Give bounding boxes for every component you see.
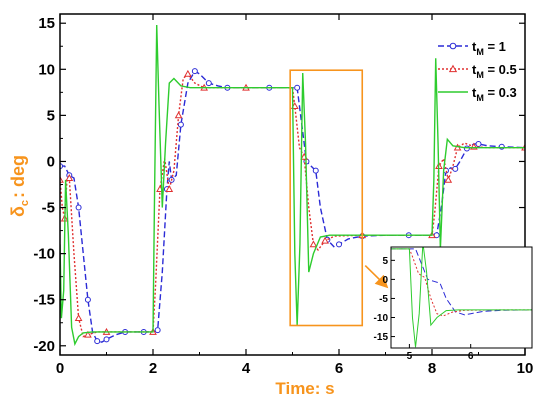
y-axis-title-main: δ — [8, 206, 28, 217]
y-tick-label: 0 — [47, 153, 55, 170]
data-point — [309, 240, 318, 248]
legend-marker — [448, 64, 458, 73]
data-point — [154, 327, 161, 334]
y-axis-title-rest: : deg — [8, 155, 28, 198]
data-point — [84, 330, 92, 338]
svg-text:δc: deg: δc : deg — [8, 155, 31, 217]
data-point — [294, 84, 301, 91]
data-point — [444, 175, 453, 183]
data-point — [94, 338, 101, 345]
x-tick-label: 0 — [56, 360, 64, 377]
inset-chart: 5 6 5 0 -5 -10 -15 — [374, 246, 533, 362]
data-point — [184, 69, 192, 77]
data-point — [165, 185, 174, 193]
zoom-annotation — [289, 69, 389, 327]
inset-frame — [390, 246, 533, 349]
inset-x-tick-label: 6 — [468, 351, 474, 362]
data-point — [177, 121, 184, 128]
data-point — [103, 336, 110, 343]
zoom-rect — [289, 69, 364, 327]
inset-y-tick-label: -10 — [374, 313, 389, 324]
x-tick-label: 2 — [149, 360, 157, 377]
inset-axes: 5 6 5 0 -5 -10 -15 — [374, 256, 474, 362]
data-point — [463, 145, 470, 152]
data-point — [312, 167, 319, 174]
data-point — [205, 80, 212, 87]
x-tick-label: 6 — [335, 360, 343, 377]
inset-y-tick-label: -5 — [379, 294, 388, 305]
inset-y-tick-label: -15 — [374, 332, 389, 343]
y-tick-label: 15 — [38, 15, 55, 32]
series-line-2 — [60, 25, 525, 347]
series-group — [60, 25, 525, 347]
inset-background — [391, 247, 532, 348]
y-axis-title: δc : deg — [8, 155, 31, 217]
legend-marker — [449, 42, 457, 50]
legend-label: tM = 0.5 — [472, 62, 517, 80]
data-point — [174, 111, 183, 119]
y-tick-label: -15 — [33, 292, 55, 309]
data-point — [75, 204, 82, 211]
data-point — [336, 241, 342, 248]
legend-label: tM = 0.3 — [472, 85, 517, 103]
data-point — [498, 143, 505, 150]
data-point — [321, 236, 329, 244]
legend-item-0: tM = 1 — [438, 39, 506, 57]
data-point — [65, 174, 74, 181]
legend-item-1: tM = 0.5 — [438, 62, 517, 80]
axes: 0 2 4 6 8 10 15 10 5 0 -5 -10 -15 -20 — [33, 14, 533, 377]
data-point — [84, 296, 91, 303]
x-tick-label: 4 — [242, 360, 251, 377]
x-tick-label: 10 — [517, 360, 534, 377]
data-point — [475, 140, 482, 147]
y-axis-title-sub: c — [19, 200, 31, 206]
zoom-arrow — [364, 264, 389, 289]
x-tick-label: 8 — [428, 360, 436, 377]
x-axis-title: Time: s — [275, 379, 334, 398]
y-tick-label: 5 — [47, 107, 55, 124]
inset-x-tick-label: 5 — [407, 351, 413, 362]
data-point — [191, 68, 198, 75]
y-tick-label: -20 — [33, 338, 55, 355]
y-tick-label: 10 — [38, 61, 55, 78]
legend: tM = 1 tM = 0.5 tM = 0.3 — [438, 39, 517, 103]
data-point — [452, 165, 459, 172]
data-point — [74, 314, 83, 322]
legend-item-2: tM = 0.3 — [438, 85, 517, 103]
inset-y-tick-label: 5 — [382, 256, 388, 267]
inset-y-tick-label: 0 — [382, 275, 388, 286]
series-line-1 — [60, 72, 525, 338]
y-tick-label: -5 — [42, 200, 55, 217]
legend-label: tM = 1 — [472, 39, 506, 57]
y-tick-label: -10 — [33, 246, 55, 263]
